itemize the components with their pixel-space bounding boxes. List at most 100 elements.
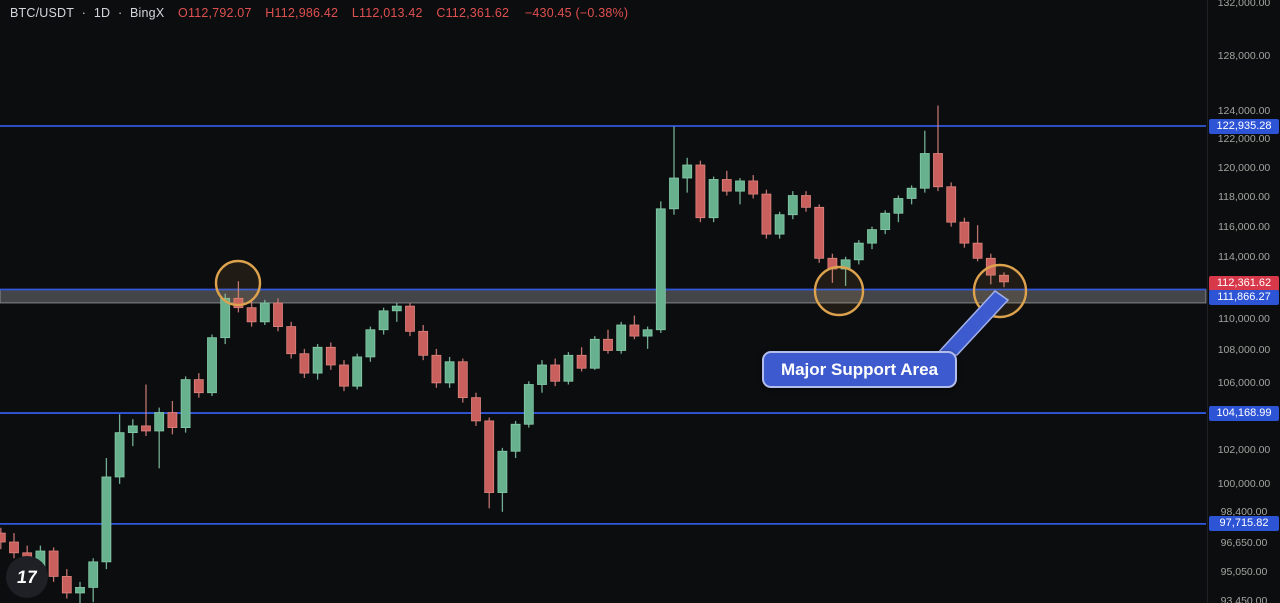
timeframe-label[interactable]: 1D — [93, 6, 111, 20]
price-tick: 110,000.00 — [1218, 312, 1270, 325]
candle — [655, 208, 666, 331]
price-label: 122,935.28 — [1209, 118, 1279, 134]
price-axis[interactable]: 132,000.00 128,000.00 124,000.00 122,000.00… — [1207, 0, 1280, 603]
candle — [893, 198, 904, 214]
candle — [933, 153, 943, 188]
candle — [431, 354, 442, 384]
callout-text: Major Support Area — [780, 359, 939, 379]
candle — [193, 379, 204, 394]
price-tick: 124,000.00 — [1217, 105, 1271, 118]
candle — [748, 180, 759, 195]
candle — [325, 346, 336, 366]
candle — [708, 179, 719, 219]
ohlc-close: C112,361.62 — [436, 6, 510, 20]
candle — [629, 324, 640, 337]
candle — [101, 476, 112, 563]
candle — [801, 195, 811, 208]
candle — [286, 326, 297, 355]
candle — [695, 164, 706, 219]
price-tick: 96,650.00 — [1220, 536, 1268, 549]
candle — [299, 353, 310, 374]
candle — [312, 346, 323, 374]
ohlc-open: O112,792.07 — [178, 6, 252, 20]
price-label: 97,715.82 — [1209, 516, 1279, 532]
candle — [563, 354, 574, 382]
candle — [484, 420, 495, 493]
price-label: 112,361.62 — [1209, 275, 1279, 291]
price-tick: 120,000.00 — [1217, 161, 1271, 174]
tradingview-logo-button[interactable]: 17 — [6, 556, 48, 598]
candle — [259, 302, 270, 323]
candle — [127, 425, 138, 434]
price-tick: 132,000.00 — [1217, 0, 1271, 9]
candle — [273, 302, 283, 327]
candle — [906, 187, 917, 199]
candle — [418, 330, 429, 356]
candle — [523, 384, 534, 425]
price-tick: 118,000.00 — [1218, 191, 1270, 203]
candle — [352, 356, 363, 387]
candle — [114, 432, 125, 478]
major-support-callout[interactable]: Major Support Area — [762, 351, 957, 388]
candle — [972, 242, 983, 259]
highlight-circle[interactable] — [813, 265, 865, 317]
ohlc-low: L112,013.42 — [351, 6, 423, 20]
price-tick: 95,050.00 — [1220, 565, 1268, 578]
symbol-title[interactable]: BTC/USDT — [10, 6, 75, 20]
candle — [814, 206, 825, 259]
candle — [220, 297, 231, 339]
price-label: 111,866.27 — [1209, 289, 1279, 305]
ohlc-change: −430.45 (−0.38%) — [524, 6, 629, 20]
candle — [616, 324, 627, 351]
candle — [0, 532, 6, 543]
candle — [471, 397, 481, 422]
candle — [233, 297, 244, 309]
candle — [669, 177, 679, 210]
price-tick: 114,000.00 — [1218, 250, 1270, 263]
candle — [180, 379, 191, 428]
candle — [774, 214, 785, 235]
candle — [391, 305, 402, 312]
ohlc-high: H112,986.42 — [265, 6, 339, 20]
candle — [75, 587, 85, 594]
symbol-header: BTC/USDT · 1D · BingX O112,792.07 H112,9… — [10, 6, 632, 20]
candle — [946, 186, 957, 223]
candle — [61, 576, 72, 594]
price-tick: 116,000.00 — [1218, 220, 1270, 233]
candle — [88, 561, 99, 588]
candle — [721, 179, 732, 192]
candle — [48, 550, 59, 577]
candle — [576, 354, 587, 369]
candle — [603, 338, 613, 351]
price-tick: 102,000.00 — [1217, 443, 1271, 456]
candle — [141, 425, 151, 432]
price-label: 104,168.99 — [1209, 405, 1279, 421]
price-tick: 122,000.00 — [1217, 133, 1271, 146]
candle — [537, 364, 547, 385]
candle — [787, 195, 798, 216]
candle — [735, 180, 745, 192]
separator-dot: · — [81, 6, 87, 20]
candle — [497, 450, 508, 493]
highlight-circle[interactable] — [214, 259, 262, 307]
candle — [457, 361, 468, 399]
candle — [167, 412, 178, 428]
candle — [378, 310, 389, 331]
candle — [9, 541, 19, 554]
exchange-label[interactable]: BingX — [130, 6, 165, 20]
candle — [880, 212, 891, 231]
price-tick: 98,400.00 — [1220, 505, 1268, 518]
candle — [405, 305, 415, 332]
candle — [999, 274, 1009, 283]
candle — [853, 242, 864, 261]
price-tick: 128,000.00 — [1217, 50, 1271, 63]
candle — [682, 164, 693, 179]
candle — [642, 329, 653, 337]
candle — [959, 221, 970, 244]
candle — [246, 307, 257, 323]
tradingview-logo-icon: 17 — [15, 566, 39, 587]
candle — [589, 338, 600, 369]
price-tick: 100,000.00 — [1217, 477, 1271, 490]
